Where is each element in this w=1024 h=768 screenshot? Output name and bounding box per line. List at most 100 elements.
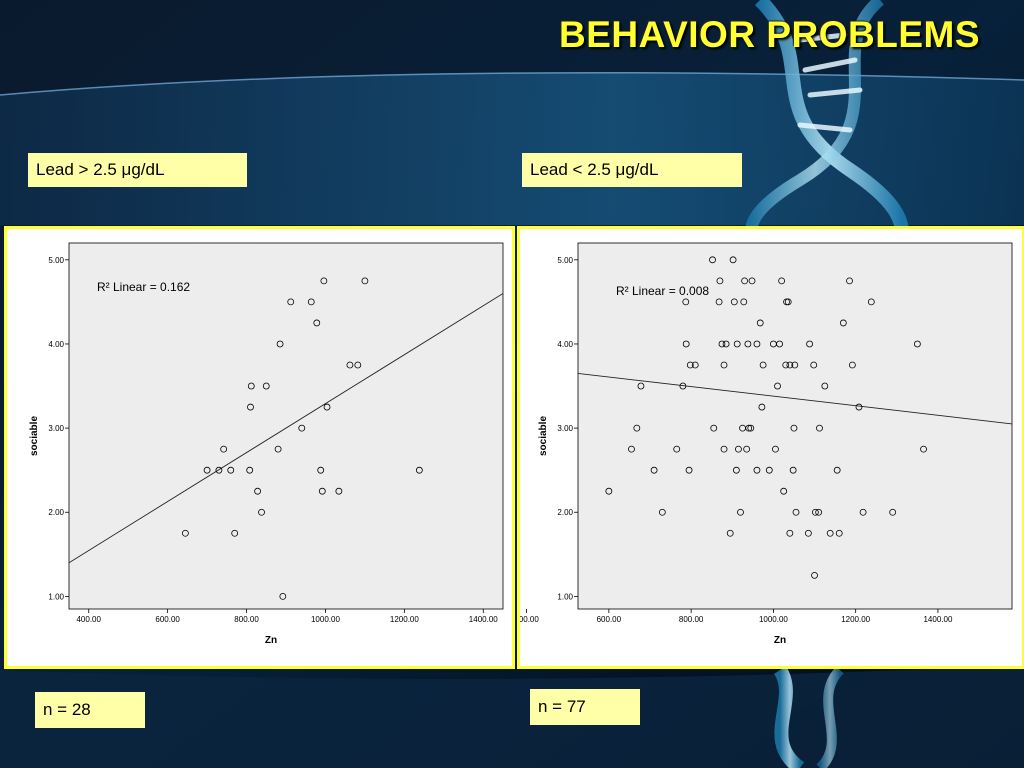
plot-area	[577, 242, 1013, 610]
data-point	[722, 340, 730, 348]
data-point	[790, 424, 798, 432]
data-point	[650, 466, 658, 474]
data-point	[181, 529, 189, 537]
y-tick-label: 3.00	[48, 424, 64, 433]
left-group-label: Lead > 2.5 μg/dL	[28, 153, 247, 187]
data-point	[254, 487, 261, 495]
y-tick-label: 5.00	[557, 256, 573, 265]
y-tick-label: 2.00	[557, 508, 573, 517]
data-point	[628, 445, 635, 453]
data-point	[826, 529, 834, 537]
right-group-label: Lead < 2.5 μg/dL	[522, 153, 742, 187]
data-point	[354, 361, 362, 369]
data-point	[313, 319, 321, 327]
plot-area	[68, 242, 504, 610]
data-point	[816, 424, 823, 432]
y-tick-label: 4.00	[557, 340, 573, 349]
data-point	[810, 361, 818, 369]
data-point	[786, 529, 794, 537]
data-point	[774, 382, 781, 390]
data-point	[718, 340, 726, 348]
data-point	[772, 445, 779, 453]
data-point	[346, 361, 354, 369]
data-point	[732, 466, 740, 474]
data-point	[804, 529, 812, 537]
x-tick-label: 800.00	[679, 615, 704, 624]
data-point	[782, 361, 790, 369]
x-axis-title: Zn	[265, 635, 277, 646]
data-point	[637, 382, 645, 390]
data-point	[673, 445, 681, 453]
left-chart-frame: 1.00 2.00 3.00 4.00 5.00 400.00 600.00 800.00 10…	[4, 226, 515, 669]
x-tick-label: 800.00	[234, 615, 259, 624]
data-point	[743, 445, 751, 453]
data-point	[833, 466, 841, 474]
data-point	[231, 529, 239, 537]
right-chart-frame: 1.00 2.00 3.00 4.00 5.00 400.00 600.00 800.00 10…	[517, 226, 1024, 669]
data-point	[415, 466, 423, 474]
right-scatter-chart: 1.00 2.00 3.00 4.00 5.00 400.00 600.00 800.00 10…	[520, 242, 1013, 646]
x-tick-label: 1200.00	[390, 615, 419, 624]
data-point	[765, 466, 773, 474]
data-point	[729, 256, 737, 264]
data-point	[715, 298, 723, 306]
data-point	[745, 424, 753, 432]
data-point	[783, 298, 790, 306]
data-point	[855, 403, 863, 411]
x-tick-label: 1000.00	[759, 615, 788, 624]
x-tick-label: 400.00	[520, 615, 539, 624]
data-point	[317, 466, 325, 474]
data-point	[691, 361, 699, 369]
data-point	[733, 340, 741, 348]
data-point	[682, 298, 690, 306]
data-point	[780, 487, 788, 495]
data-point	[320, 277, 328, 285]
data-point	[730, 298, 738, 306]
data-point	[215, 466, 223, 474]
data-point	[633, 424, 641, 432]
left-scatter-chart: 1.00 2.00 3.00 4.00 5.00 400.00 600.00 800.00 10…	[29, 242, 504, 646]
data-point	[726, 529, 734, 537]
data-point	[287, 298, 295, 306]
data-point	[227, 466, 235, 474]
data-point	[686, 361, 694, 369]
x-tick-label: 400.00	[76, 615, 101, 624]
data-point	[821, 382, 829, 390]
y-tick-label: 1.00	[557, 592, 573, 601]
data-point	[867, 298, 875, 306]
data-point	[913, 340, 921, 348]
data-point	[716, 277, 724, 285]
data-point	[748, 277, 756, 285]
data-point	[203, 466, 211, 474]
y-tick-label: 3.00	[557, 424, 573, 433]
x-tick-label: 600.00	[155, 615, 180, 624]
data-point	[848, 361, 856, 369]
r-squared-label: R² Linear = 0.008	[616, 284, 709, 298]
data-point	[889, 508, 897, 516]
data-point	[307, 298, 315, 306]
data-point	[815, 508, 823, 516]
data-point	[258, 508, 265, 516]
data-point	[247, 382, 255, 390]
data-point	[710, 424, 718, 432]
right-sample-size: n = 77	[530, 689, 640, 725]
data-point	[806, 340, 814, 348]
data-point	[770, 340, 777, 348]
data-point	[744, 340, 752, 348]
data-point	[758, 403, 766, 411]
data-point	[720, 445, 728, 453]
x-tick-label: 1400.00	[469, 615, 498, 624]
data-point	[682, 340, 690, 348]
data-point	[835, 529, 843, 537]
data-point	[740, 298, 748, 306]
x-axis-title: Zn	[774, 635, 786, 646]
data-point	[786, 361, 794, 369]
data-point	[274, 445, 282, 453]
data-point	[753, 340, 761, 348]
x-tick-label: 1400.00	[923, 615, 952, 624]
data-point	[741, 277, 749, 285]
data-point	[685, 466, 693, 474]
data-point	[318, 487, 326, 495]
data-point	[276, 340, 284, 348]
data-point	[262, 382, 270, 390]
